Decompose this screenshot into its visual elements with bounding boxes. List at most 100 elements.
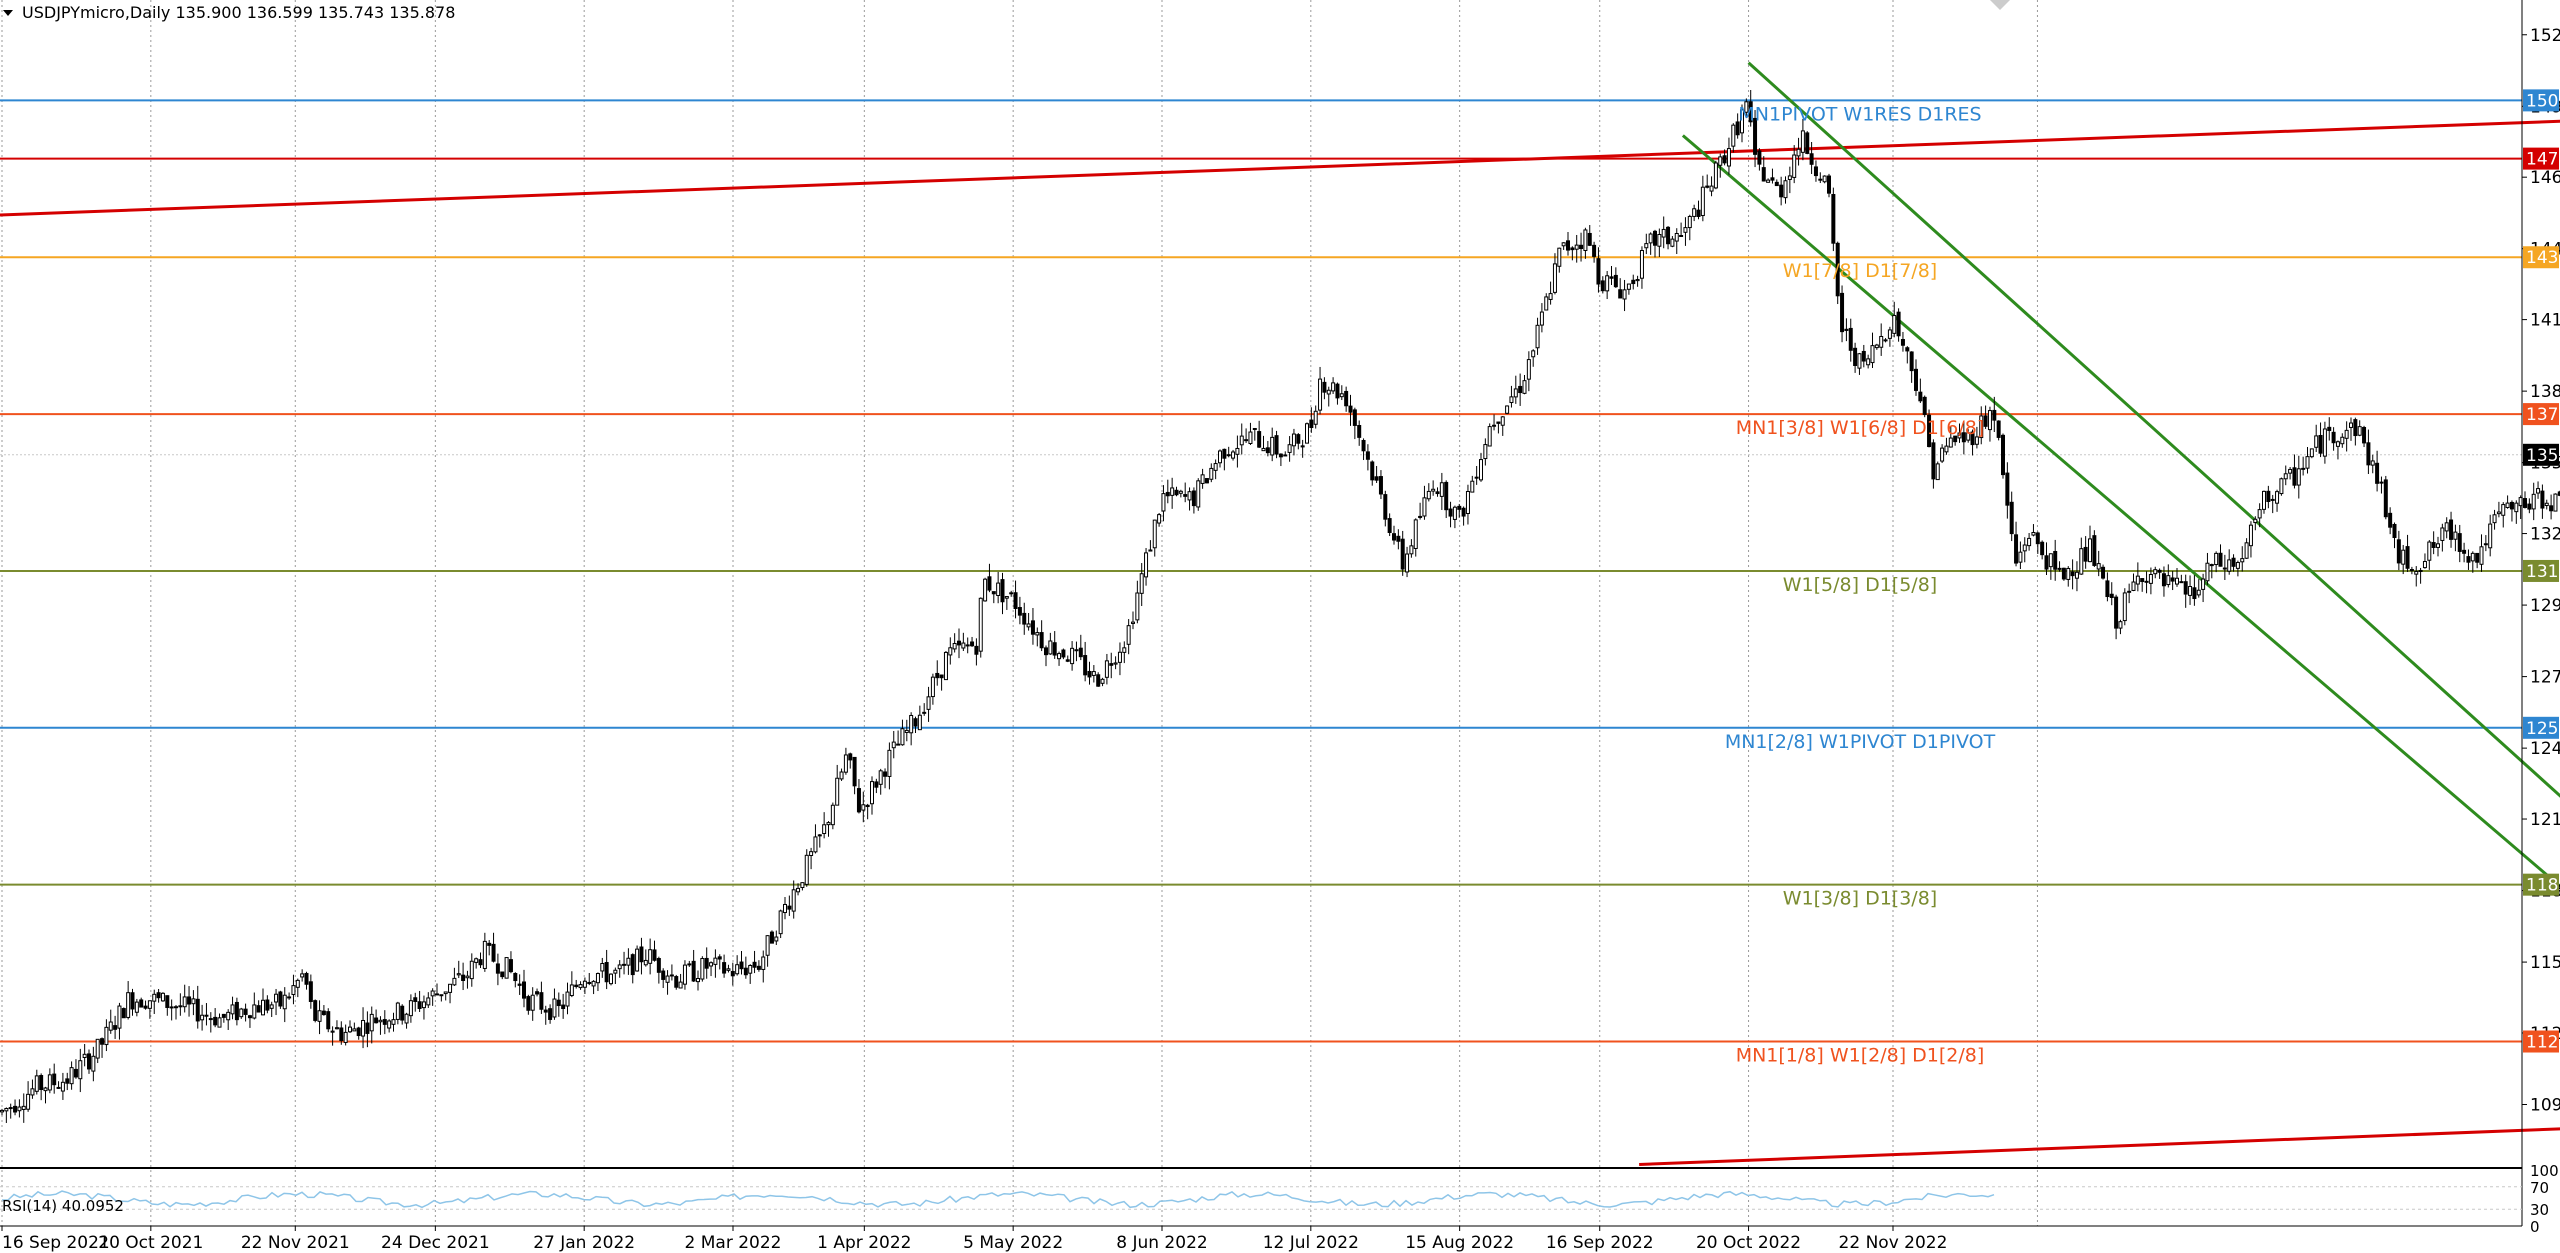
candle-bull: [391, 1019, 396, 1025]
candle-bull: [252, 1004, 257, 1019]
candle-bull: [226, 1011, 231, 1021]
candle-bear: [587, 981, 592, 984]
candle-bull: [1057, 653, 1062, 660]
candle-bear: [313, 1000, 318, 1021]
level-annotation: W1[3/8] D1[3/8]: [1783, 888, 1937, 910]
candle-bull: [2031, 531, 2036, 536]
candle-bear: [2549, 505, 2554, 512]
candle-bear: [1109, 663, 1114, 666]
candle-bull: [926, 696, 931, 710]
candle-bull: [2344, 429, 2349, 439]
candle-bull: [1113, 662, 1118, 665]
candle-bull: [269, 1004, 274, 1009]
candle-bull: [430, 990, 435, 997]
candle-bull: [2079, 548, 2084, 575]
candle-bear: [1918, 391, 1923, 402]
candle-bull: [1674, 232, 1679, 242]
candle-bull: [682, 964, 687, 985]
candle-bear: [2140, 578, 2145, 583]
candle-bull: [1531, 350, 1536, 358]
candle-bull: [1413, 519, 1418, 549]
candle-bull: [761, 956, 766, 970]
candle-bull: [665, 975, 670, 983]
channel-lower-line: [1681, 134, 2560, 889]
candle-bull: [1644, 243, 1649, 249]
candle-bull: [1522, 380, 1527, 394]
level-annotation: W1[5/8] D1[5/8]: [1783, 574, 1937, 596]
candle-bull: [2288, 468, 2293, 474]
scroll-marker-icon[interactable]: [1990, 0, 2010, 10]
price-tag-label: 131.250: [2526, 562, 2560, 582]
candle-bull: [1100, 678, 1105, 684]
candle-bear: [1579, 244, 1584, 250]
candle-bull: [2379, 481, 2384, 484]
candle-bear: [574, 984, 579, 988]
xtick-label: 8 Jun 2022: [1116, 1233, 1207, 1253]
candle-bull: [1283, 454, 1288, 457]
candle-bull: [1239, 435, 1244, 446]
candle-bull: [134, 1001, 139, 1013]
candle-bear: [2331, 431, 2336, 444]
candle-bear: [2388, 512, 2393, 528]
candle-bear: [1818, 178, 1823, 181]
candle-bull: [2196, 589, 2201, 596]
candle-bear: [1274, 435, 1279, 455]
candle-bull: [95, 1038, 100, 1059]
symbol-info: USDJPYmicro,Daily 135.900 136.599 135.74…: [22, 3, 455, 22]
candle-bull: [69, 1067, 74, 1085]
candle-bull: [369, 1013, 374, 1032]
candle-bear: [935, 672, 940, 679]
candle-bull: [609, 973, 613, 985]
candle-bull: [2279, 478, 2284, 495]
candle-bull: [1892, 315, 1897, 334]
candle-bear: [1927, 414, 1932, 448]
candle-bear: [2161, 573, 2166, 587]
candle-bear: [165, 995, 170, 1008]
level-lines: [0, 99, 2522, 1043]
candle-bull: [2470, 552, 2475, 562]
ytick-label: 115.665: [2530, 953, 2560, 973]
candle-bear: [500, 971, 505, 978]
candle-bear: [1953, 435, 1958, 443]
candle-bear: [256, 1005, 261, 1013]
candle-bull: [1622, 289, 1627, 300]
candle-bear: [382, 1019, 387, 1025]
candle-bear: [1813, 166, 1818, 177]
candle-bull: [469, 960, 474, 980]
candle-bear: [1896, 311, 1901, 337]
candle-bull: [2248, 524, 2253, 547]
candle-bull: [1526, 359, 1531, 380]
candle-bear: [1496, 421, 1501, 424]
candle-bull: [1131, 621, 1135, 624]
candle-bear: [1992, 409, 1997, 421]
candle-bull: [26, 1093, 31, 1110]
candle-bear: [517, 983, 522, 986]
candle-bear: [2405, 546, 2410, 569]
candle-bear: [1392, 533, 1396, 541]
price-tag: [2523, 246, 2559, 269]
candle-bull: [891, 741, 896, 749]
candle-bear: [2218, 552, 2223, 567]
candle-bull: [1405, 553, 1410, 573]
candle-bear: [1017, 607, 1022, 616]
candle-bull: [108, 1021, 113, 1031]
candle-bull: [2296, 468, 2301, 486]
candle-bear: [1083, 655, 1088, 676]
candle-bull: [1713, 162, 1718, 189]
candle-bear: [922, 711, 927, 714]
candle-bear: [2466, 556, 2471, 563]
candle-bear: [2396, 539, 2401, 564]
candle-bull: [334, 1027, 339, 1030]
candle-bear: [639, 946, 644, 963]
candle-bear: [178, 1005, 183, 1008]
candle-bull: [948, 647, 953, 656]
candle-bull: [2253, 518, 2258, 524]
candle-bear: [1383, 494, 1388, 520]
candle-bull: [1331, 382, 1336, 392]
candle-bear: [187, 996, 192, 1005]
candle-bull: [1509, 396, 1514, 404]
candle-bull: [2244, 542, 2249, 559]
candle-bull: [30, 1088, 35, 1096]
collapse-triangle-icon[interactable]: [3, 10, 13, 16]
